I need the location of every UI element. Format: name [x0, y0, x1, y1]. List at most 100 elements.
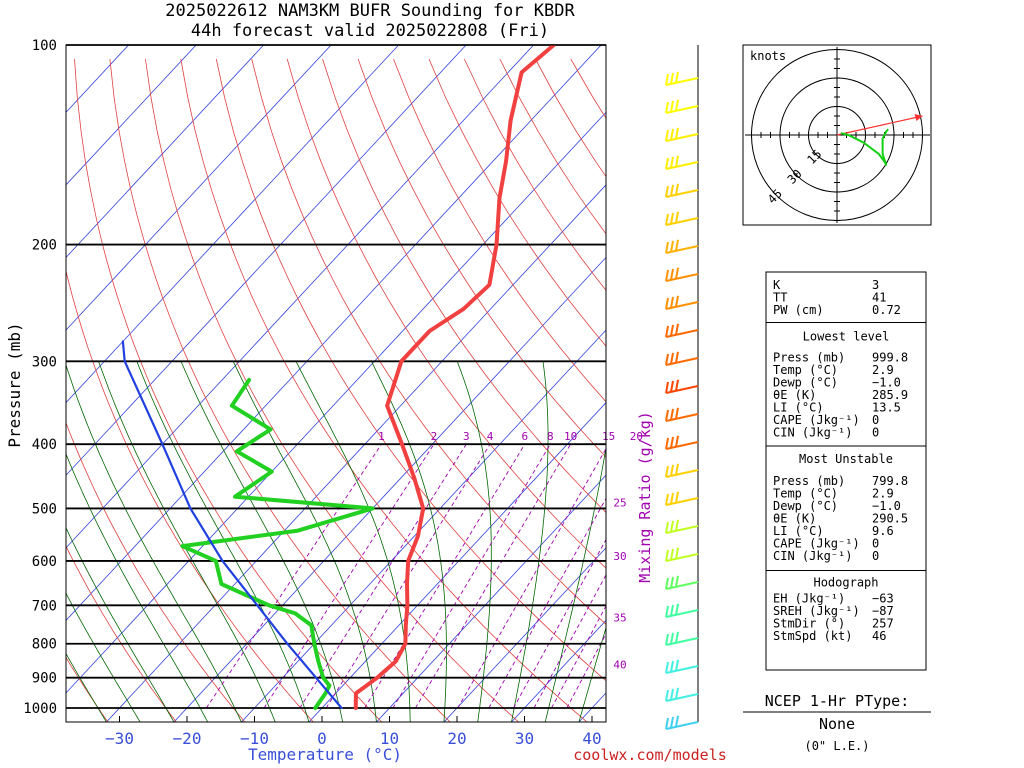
- moist-adiabat-line: [136, 361, 310, 722]
- barb-flag: [665, 633, 669, 646]
- barb-flag: [675, 267, 679, 279]
- dry-adiabat-line: [66, 656, 109, 722]
- y-tick-label: 500: [32, 501, 57, 517]
- x-tick-label: −10: [240, 729, 269, 748]
- mixing-ratio-line: [392, 443, 551, 709]
- barb-flag: [675, 295, 679, 307]
- stat-value: 46: [872, 629, 886, 643]
- barb-flag: [670, 128, 674, 141]
- wind-barb: [665, 379, 699, 394]
- wind-barb: [665, 631, 699, 646]
- dry-adiabat-line: [286, 58, 606, 569]
- barb-flag: [675, 407, 679, 419]
- barb-flag: [675, 715, 679, 727]
- wind-barb: [665, 323, 699, 338]
- barb-flag: [665, 353, 669, 366]
- stat-value: 2.9: [872, 487, 894, 501]
- dry-adiabat-line: [66, 269, 314, 722]
- wind-barb: [665, 659, 699, 674]
- stat-label: StmSpd (kt): [773, 629, 852, 643]
- wind-barb: [665, 295, 699, 310]
- mixing-ratio-line: [533, 573, 606, 709]
- barb-flag: [665, 381, 669, 394]
- barb-flag: [675, 127, 679, 139]
- barb-flag: [670, 464, 674, 477]
- dry-adiabat-line: [357, 58, 606, 458]
- wind-barb: [665, 491, 699, 506]
- barb-flag: [675, 547, 679, 559]
- stat-label: Dewp (°C): [773, 376, 838, 390]
- wind-barb: [665, 547, 699, 562]
- barb-flag: [665, 661, 669, 674]
- barb-flag: [675, 99, 679, 111]
- barb-flag: [665, 493, 669, 506]
- isotherm-line: [376, 474, 606, 722]
- stat-value: 3: [872, 278, 879, 292]
- wind-barb: [665, 351, 699, 366]
- stat-label: StmDir (°): [773, 617, 845, 631]
- barb-flag: [675, 71, 679, 83]
- y-tick-label: 200: [32, 238, 57, 254]
- mixing-ratio-line: [206, 443, 382, 709]
- stat-value: 0: [872, 537, 879, 551]
- mixing-ratio-line: [415, 443, 572, 709]
- mixing-ratio-label: 2: [431, 430, 438, 443]
- hodograph-trace: [840, 128, 890, 166]
- stat-value: 285.9: [872, 388, 908, 402]
- barb-flag: [665, 605, 669, 618]
- x-tick-label: −30: [105, 729, 134, 748]
- moist-adiabat-line: [295, 361, 411, 722]
- barb-flag: [665, 269, 669, 282]
- stat-label: CIN (Jkg⁻¹): [773, 426, 852, 440]
- mixing-ratio-label: 3: [463, 430, 470, 443]
- isotherm-line: [308, 402, 606, 722]
- stat-label: CIN (Jkg⁻¹): [773, 549, 852, 563]
- barb-flag: [670, 296, 674, 309]
- barb-flag: [665, 549, 669, 562]
- stat-value: 257: [872, 617, 894, 631]
- moist-adiabat-line: [98, 361, 276, 722]
- x-tick-label: 30: [515, 729, 534, 748]
- stat-label: CAPE (Jkg⁻¹): [773, 413, 860, 427]
- mixing-ratio-line: [566, 632, 606, 709]
- barb-flag: [665, 437, 669, 450]
- wind-barb: [665, 127, 699, 142]
- barb-flag: [670, 240, 674, 253]
- stat-value: −63: [872, 592, 894, 606]
- barb-flag: [665, 689, 669, 702]
- stats-frame: [765, 271, 927, 671]
- moist-adiabat-line: [578, 626, 606, 722]
- stat-value: 2.9: [872, 363, 894, 377]
- moist-adiabat-line: [66, 652, 107, 722]
- barb-flag: [675, 155, 679, 167]
- dry-adiabat-line: [428, 58, 606, 347]
- wind-barb: [665, 435, 699, 450]
- x-tick-label: 10: [380, 729, 399, 748]
- mixing-ratio-label: 25: [613, 497, 626, 510]
- wind-barb: [665, 519, 699, 534]
- barb-flag: [670, 604, 674, 617]
- barb-flag: [675, 463, 679, 475]
- stat-value: −87: [872, 604, 894, 618]
- barb-flag: [670, 688, 674, 701]
- stat-label: TT: [773, 291, 787, 305]
- mixing-ratio-label: 35: [613, 611, 626, 624]
- mixing-ratio-label: 40: [613, 659, 626, 672]
- stat-label: θE (K): [773, 388, 816, 402]
- barb-flag: [665, 409, 669, 422]
- dry-adiabat-line: [66, 545, 177, 722]
- stat-label: Temp (°C): [773, 487, 838, 501]
- barb-flag: [665, 213, 669, 226]
- isotherm-line: [66, 45, 535, 549]
- dry-adiabat-line: [251, 58, 606, 625]
- barb-flag: [675, 183, 679, 195]
- moist-adiabat-line: [511, 361, 549, 722]
- wind-barb: [665, 463, 699, 478]
- mixing-ratio-title: Mixing Ratio (g/kg): [636, 411, 654, 583]
- stat-label: LI (°C): [773, 401, 824, 415]
- barb-flag: [665, 465, 669, 478]
- stat-section-header: Most Unstable: [799, 452, 893, 466]
- dry-adiabat-line: [74, 58, 382, 722]
- x-tick-label: 0: [317, 729, 327, 748]
